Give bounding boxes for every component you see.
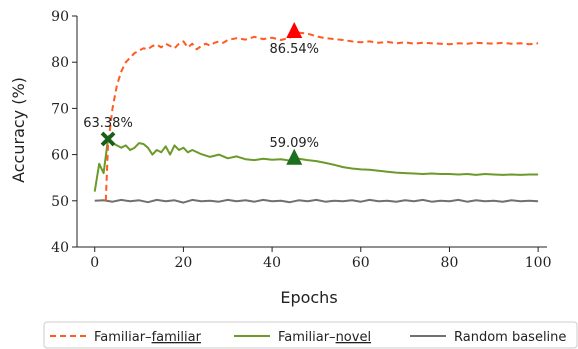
legend-box [43, 321, 578, 349]
x-tick-label: 0 [90, 255, 99, 271]
legend-label: Familiar–familiar [94, 330, 202, 345]
y-tick-label: 80 [51, 55, 69, 71]
x-tick-label: 40 [263, 255, 281, 271]
legend-label: Familiar–novel [278, 330, 371, 345]
x-tick-label: 20 [175, 255, 193, 271]
y-tick-label: 70 [51, 101, 69, 117]
y-axis-label: Accuracy (%) [9, 77, 28, 183]
x-tick-label: 60 [352, 255, 370, 271]
legend-label-prefix: Familiar– [278, 330, 336, 345]
x-axis-label: Epochs [280, 288, 337, 307]
y-tick-label: 40 [51, 240, 69, 256]
annotation-label: 63.38% [83, 116, 133, 131]
legend-label-underlined: familiar [152, 330, 202, 345]
annotation-label: 86.54% [269, 42, 319, 57]
legend-label-underlined: novel [336, 330, 372, 345]
x-tick-label: 80 [441, 255, 459, 271]
x-tick-label: 100 [525, 255, 552, 271]
series-line-random-baseline [94, 198, 539, 204]
axes: 0 20 40 60 80 100 40 50 60 70 80 90 [51, 9, 551, 271]
y-tick-label: 60 [51, 148, 69, 164]
legend: Familiar–familiar Familiar–novel Random ba… [43, 321, 578, 349]
x-marker [100, 131, 116, 147]
triangle-marker [286, 148, 303, 165]
series-line-familiar-novel [93, 138, 539, 192]
plot-lines [93, 31, 539, 204]
y-tick-label: 50 [51, 194, 69, 210]
triangle-marker [286, 21, 303, 38]
series-line-familiar-familiar [104, 31, 539, 201]
legend-label-prefix: Familiar– [94, 330, 152, 345]
annotation-label: 59.09% [269, 136, 319, 151]
markers: 86.54% 63.38% 59.09% [83, 21, 319, 165]
legend-label: Random baseline [454, 330, 566, 345]
y-tick-label: 90 [51, 9, 69, 25]
